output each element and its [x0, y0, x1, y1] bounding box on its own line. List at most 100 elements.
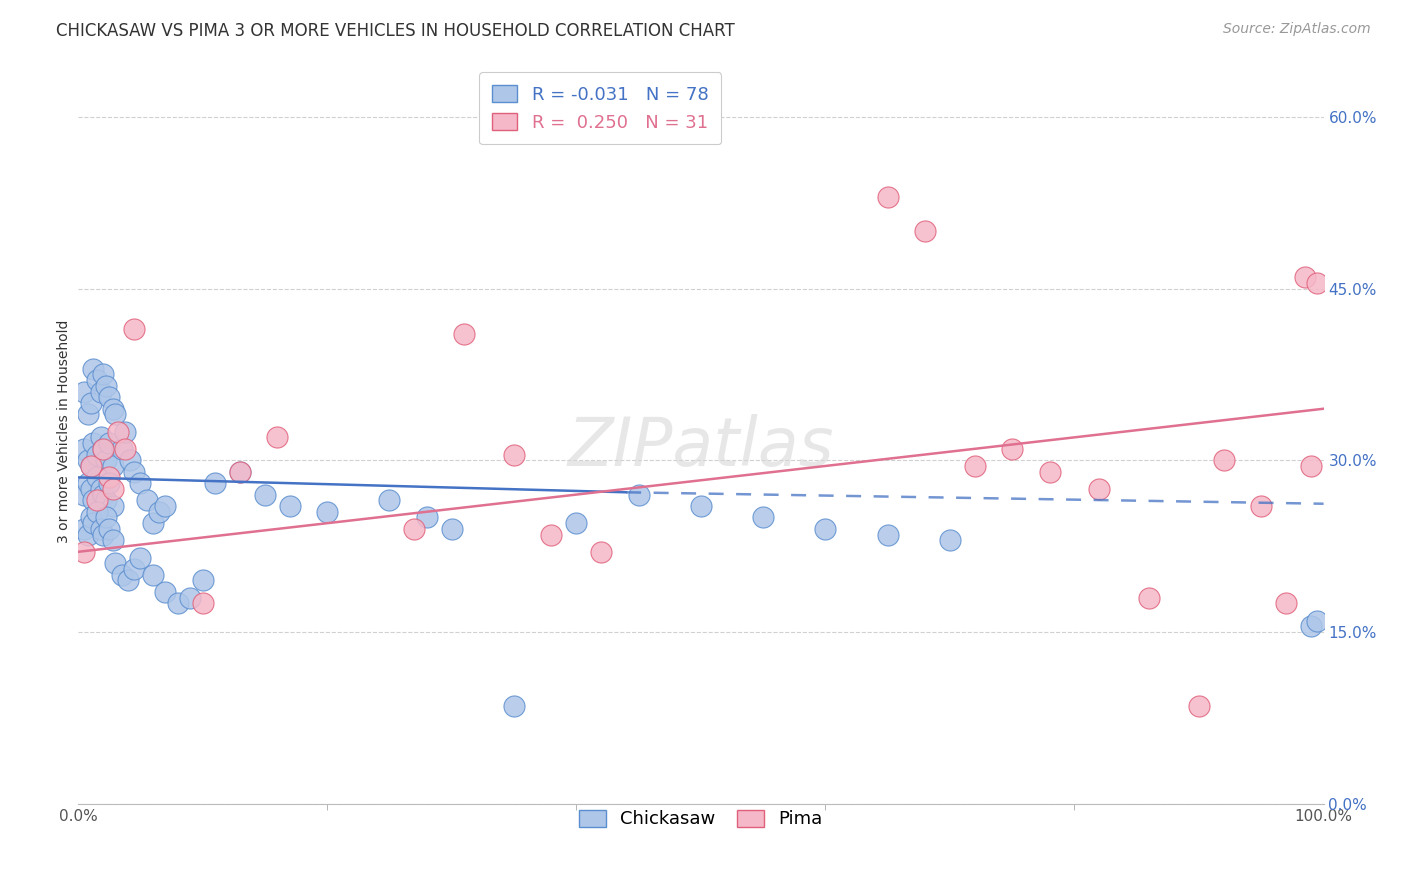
- Point: [503, 699, 526, 714]
- Point: [1250, 499, 1272, 513]
- Point: [77, 453, 100, 467]
- Point: [73, 522, 96, 536]
- Point: [404, 522, 426, 536]
- Point: [90, 522, 112, 536]
- Point: [111, 567, 134, 582]
- Point: [1306, 276, 1329, 290]
- Point: [90, 384, 112, 399]
- Point: [876, 527, 898, 541]
- Point: [278, 499, 301, 513]
- Point: [104, 408, 127, 422]
- Text: CHICKASAW VS PIMA 3 OR MORE VEHICLES IN HOUSEHOLD CORRELATION CHART: CHICKASAW VS PIMA 3 OR MORE VEHICLES IN …: [56, 22, 735, 40]
- Point: [86, 448, 108, 462]
- Point: [266, 430, 288, 444]
- Point: [77, 476, 100, 491]
- Point: [155, 585, 177, 599]
- Point: [689, 499, 711, 513]
- Point: [77, 527, 100, 541]
- Point: [77, 408, 100, 422]
- Point: [86, 493, 108, 508]
- Point: [117, 574, 139, 588]
- Point: [91, 487, 114, 501]
- Point: [939, 533, 962, 548]
- Point: [453, 327, 475, 342]
- Point: [86, 373, 108, 387]
- Point: [107, 425, 129, 439]
- Point: [98, 390, 121, 404]
- Point: [129, 550, 152, 565]
- Point: [101, 401, 124, 416]
- Point: [82, 493, 104, 508]
- Point: [94, 493, 117, 508]
- Point: [79, 458, 101, 473]
- Point: [122, 562, 145, 576]
- Point: [79, 396, 101, 410]
- Point: [122, 321, 145, 335]
- Point: [1001, 442, 1024, 456]
- Point: [79, 458, 101, 473]
- Point: [104, 556, 127, 570]
- Point: [98, 522, 121, 536]
- Point: [90, 482, 112, 496]
- Point: [86, 470, 108, 484]
- Point: [82, 516, 104, 531]
- Point: [229, 465, 252, 479]
- Point: [91, 442, 114, 456]
- Point: [1301, 619, 1323, 633]
- Point: [98, 470, 121, 484]
- Text: ZIPatlas: ZIPatlas: [568, 414, 834, 480]
- Point: [752, 510, 775, 524]
- Point: [1294, 270, 1316, 285]
- Point: [876, 190, 898, 204]
- Point: [565, 516, 588, 531]
- Point: [86, 505, 108, 519]
- Point: [101, 499, 124, 513]
- Point: [179, 591, 201, 605]
- Point: [166, 596, 188, 610]
- Point: [591, 545, 613, 559]
- Point: [98, 436, 121, 450]
- Point: [440, 522, 463, 536]
- Point: [229, 465, 252, 479]
- Point: [94, 510, 117, 524]
- Point: [82, 436, 104, 450]
- Point: [82, 361, 104, 376]
- Point: [316, 505, 339, 519]
- Point: [378, 493, 401, 508]
- Point: [814, 522, 837, 536]
- Point: [101, 458, 124, 473]
- Point: [503, 448, 526, 462]
- Point: [142, 516, 165, 531]
- Point: [94, 379, 117, 393]
- Point: [1213, 453, 1236, 467]
- Point: [79, 510, 101, 524]
- Point: [914, 224, 936, 238]
- Point: [135, 493, 157, 508]
- Point: [1188, 699, 1211, 714]
- Point: [148, 505, 170, 519]
- Point: [91, 442, 114, 456]
- Point: [98, 476, 121, 491]
- Point: [91, 527, 114, 541]
- Point: [101, 482, 124, 496]
- Point: [191, 596, 214, 610]
- Point: [73, 442, 96, 456]
- Point: [540, 527, 562, 541]
- Point: [90, 430, 112, 444]
- Point: [114, 425, 136, 439]
- Point: [114, 442, 136, 456]
- Point: [73, 545, 96, 559]
- Point: [142, 567, 165, 582]
- Point: [1038, 465, 1060, 479]
- Text: Source: ZipAtlas.com: Source: ZipAtlas.com: [1223, 22, 1371, 37]
- Point: [122, 465, 145, 479]
- Point: [1301, 458, 1323, 473]
- Point: [129, 476, 152, 491]
- Point: [94, 453, 117, 467]
- Point: [1088, 482, 1111, 496]
- Point: [73, 487, 96, 501]
- Point: [79, 482, 101, 496]
- Y-axis label: 3 or more Vehicles in Household: 3 or more Vehicles in Household: [58, 320, 72, 543]
- Point: [627, 487, 650, 501]
- Point: [155, 499, 177, 513]
